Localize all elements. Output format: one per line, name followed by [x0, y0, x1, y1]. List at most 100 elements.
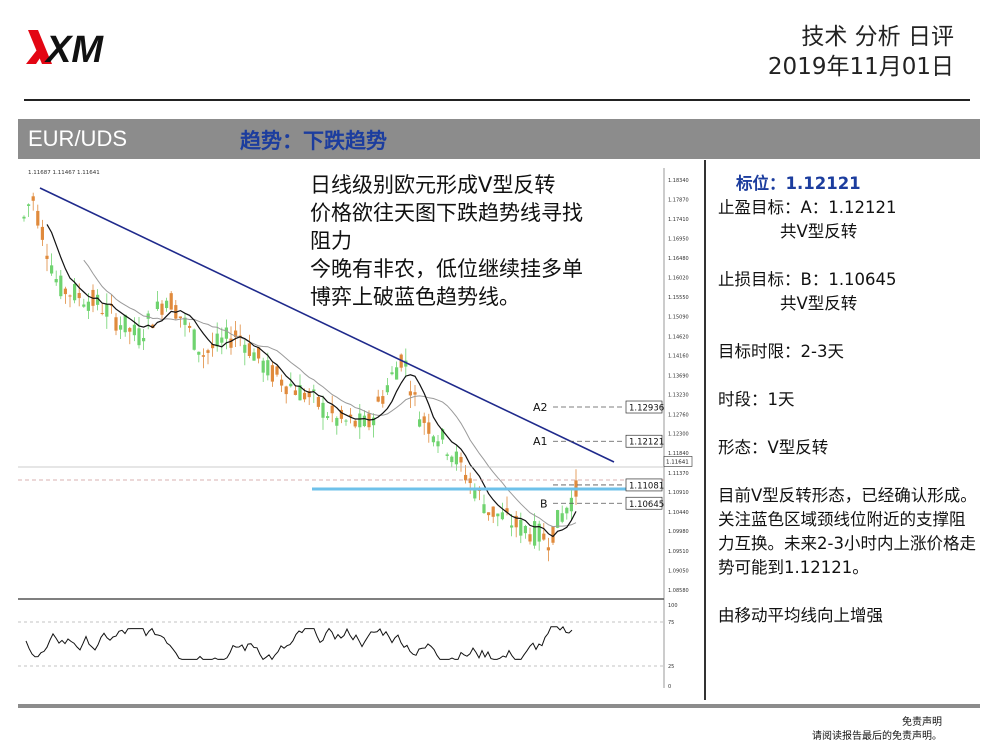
- price-tick-label: 1.13690: [668, 373, 689, 379]
- candle: [427, 422, 431, 434]
- candle: [105, 304, 109, 317]
- candle: [132, 324, 136, 336]
- candle: [505, 508, 509, 513]
- price-tick-label: 1.12760: [668, 412, 689, 418]
- price-tick-label: 1.16480: [668, 256, 689, 262]
- candle: [422, 416, 426, 423]
- candle: [289, 383, 293, 387]
- chart-ohlc-header: 1.11687 1.11467 1.11641: [28, 170, 100, 176]
- candle: [312, 389, 316, 392]
- candle: [551, 526, 555, 543]
- level-label: B: [540, 497, 548, 510]
- candle: [114, 317, 118, 331]
- note-line-3: 阻力: [310, 229, 352, 253]
- candle: [353, 420, 357, 427]
- level-value: 1.12936: [629, 404, 664, 414]
- candle: [395, 367, 399, 380]
- candle: [119, 325, 123, 330]
- candle: [431, 436, 435, 443]
- candle: [50, 265, 54, 274]
- price-tick-label: 1.17870: [668, 198, 689, 204]
- candle: [404, 360, 408, 367]
- disclaimer-title: 免责声明: [902, 717, 942, 728]
- candle: [247, 343, 251, 356]
- price-tick-label: 1.13230: [668, 393, 689, 399]
- candle: [77, 293, 81, 299]
- level-label: A2: [533, 401, 548, 414]
- candle: [385, 385, 389, 393]
- price-tick-label: 1.16020: [668, 275, 689, 281]
- candle: [220, 337, 224, 343]
- candle: [234, 330, 238, 338]
- report-date: 2019年11月01日: [767, 54, 954, 80]
- candle: [482, 504, 486, 514]
- candle: [257, 347, 261, 359]
- candle: [569, 497, 573, 512]
- price-tick-label: 1.14160: [668, 354, 689, 360]
- xm-logo: XM: [24, 26, 128, 71]
- price-tick-label: 1.15550: [668, 295, 689, 301]
- candle: [519, 519, 523, 536]
- candle: [500, 512, 504, 520]
- chart-annotation: 日线级别欧元形成V型反转 价格欲往天图下跌趋势线寻找 阻力 今晚有非农，低位继续…: [310, 171, 660, 311]
- candle: [197, 351, 201, 355]
- candle: [151, 324, 155, 329]
- title-bar: EUR/UDS 趋势：下跌趋势: [18, 119, 980, 159]
- trend-label: 趋势：下跌趋势: [240, 129, 387, 153]
- candle: [96, 294, 100, 305]
- pattern: 形态：V型反转: [718, 438, 829, 457]
- price-tick-label: 1.18340: [668, 178, 689, 184]
- candle: [358, 413, 362, 428]
- candle: [560, 513, 564, 522]
- logo-text: XM: [44, 29, 104, 68]
- price-tick-label: 1.09510: [668, 549, 689, 555]
- candle: [243, 344, 247, 353]
- candle: [459, 456, 463, 463]
- note-line-2: 价格欲往天图下跌趋势线寻找: [310, 201, 583, 225]
- candle: [31, 196, 35, 201]
- candle: [123, 314, 127, 333]
- candle: [229, 338, 233, 348]
- level-value: 1.11081: [629, 481, 664, 491]
- candle: [464, 474, 468, 481]
- candle: [408, 391, 412, 396]
- candle: [73, 283, 77, 301]
- target-level: 标位：1.12121: [736, 174, 861, 193]
- stop-loss-note: 共V型反转: [780, 294, 858, 313]
- candle: [491, 506, 495, 517]
- level-value: 1.12121: [629, 438, 664, 448]
- candle: [362, 415, 366, 427]
- candle: [211, 344, 215, 349]
- candle: [468, 478, 472, 484]
- candle: [68, 295, 72, 297]
- take-profit-note: 共V型反转: [780, 222, 858, 241]
- price-tick-label: 1.09050: [668, 568, 689, 574]
- candle: [473, 488, 477, 499]
- candle: [142, 337, 146, 342]
- candle: [528, 534, 532, 542]
- candle: [546, 547, 550, 551]
- candle: [63, 288, 67, 295]
- downtrend-line: [39, 187, 615, 463]
- description: 目前V型反转形态，已经确认形成。关注蓝色区域颈线位附近的支撑阻力互换。未来2-3…: [718, 486, 977, 577]
- side-divider: [704, 160, 706, 700]
- candle: [252, 352, 256, 361]
- candle: [372, 417, 376, 426]
- candle: [293, 390, 297, 395]
- candle: [54, 279, 58, 283]
- candle: [165, 300, 169, 309]
- candle: [349, 414, 353, 417]
- candle: [183, 317, 187, 325]
- candle: [160, 303, 164, 315]
- stop-loss: 止损目标：B：1.10645: [718, 270, 897, 289]
- report-title: 技术 分析 日评: [801, 24, 954, 50]
- candle: [40, 226, 44, 240]
- candle: [450, 456, 454, 463]
- candle: [284, 386, 288, 395]
- candle: [436, 441, 440, 447]
- candle: [514, 515, 518, 528]
- candle: [206, 350, 210, 353]
- candle: [45, 255, 49, 259]
- candle: [321, 402, 325, 418]
- candle: [201, 355, 205, 357]
